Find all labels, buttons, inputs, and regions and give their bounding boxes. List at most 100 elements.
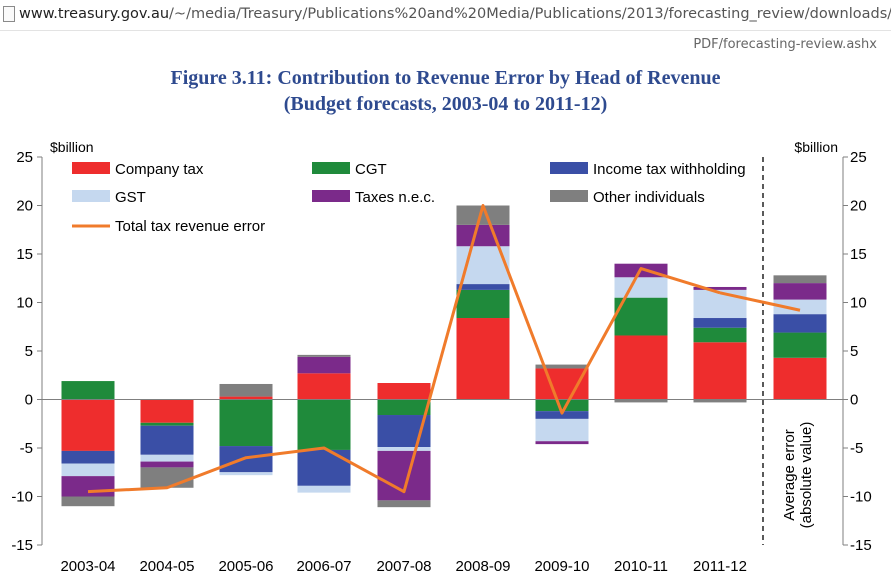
bar-2011-12-cgt	[693, 327, 747, 343]
figure-title: Figure 3.11: Contribution to Revenue Err…	[170, 67, 721, 89]
bar-2004-05-cgt	[140, 422, 194, 426]
x-tick-label: 2004-05	[139, 558, 194, 575]
legend-label: Company tax	[115, 161, 204, 178]
bar-2011-12-gst	[693, 289, 747, 319]
figure-subtitle: (Budget forecasts, 2003-04 to 2011-12)	[283, 93, 608, 115]
bar-2006-07-taxes-n-e-c	[297, 356, 351, 374]
x-tick-label: 2010-11	[614, 558, 668, 575]
legend-swatch	[72, 190, 110, 202]
bar-2009-10-income-tax-withholding	[535, 411, 589, 419]
average-error-label-line1: Average error	[781, 429, 798, 520]
bar-2008-09-taxes-n-e-c	[456, 224, 510, 247]
average-error-label-line2: (absolute value)	[798, 422, 815, 529]
legend-label: CGT	[355, 161, 387, 178]
y-tick-label-right: 5	[850, 343, 858, 360]
page-icon	[3, 6, 15, 22]
y-axis-label-left: $billion	[50, 139, 94, 155]
browser-address-bar[interactable]: www.treasury.gov.au/~/media/Treasury/Pub…	[0, 0, 891, 31]
bar-2004-05-company-tax	[140, 399, 194, 423]
bar-average-cgt	[773, 332, 827, 358]
average-error-label: Average error(absolute value)	[781, 422, 815, 529]
bar-2004-05-other-individuals	[140, 467, 194, 488]
y-tick-label-left: -15	[11, 537, 33, 554]
bar-2008-09-income-tax-withholding	[456, 284, 510, 290]
y-axis-label-right: $billion	[794, 139, 838, 155]
x-tick-label: 2007-08	[376, 558, 431, 575]
bar-average-gst	[773, 299, 827, 315]
y-tick-label-right: -10	[850, 489, 872, 506]
bar-2011-12-income-tax-withholding	[693, 318, 747, 328]
legend-swatch	[72, 162, 110, 174]
y-tick-label-left: -5	[20, 440, 33, 457]
bar-2003-04-company-tax	[61, 399, 115, 451]
average-total-line	[719, 291, 801, 312]
url-text[interactable]: www.treasury.gov.au/~/media/Treasury/Pub…	[19, 6, 891, 22]
bar-2008-09-other-individuals	[456, 205, 510, 225]
total-tax-revenue-error-line	[87, 204, 721, 494]
bar-2010-11-gst	[614, 277, 668, 298]
y-tick-label-right: 25	[850, 149, 867, 166]
bar-2007-08-other-individuals	[377, 500, 431, 508]
bar-average-other-individuals	[773, 275, 827, 284]
y-tick-label-left: 10	[16, 295, 33, 312]
legend-label: Total tax revenue error	[115, 218, 265, 235]
bar-2009-10-taxes-n-e-c	[535, 441, 589, 445]
legend-label: GST	[115, 189, 146, 206]
bar-2006-07-income-tax-withholding	[297, 449, 351, 486]
bar-2003-04-gst	[61, 463, 115, 477]
bar-2005-06-gst	[219, 472, 273, 476]
x-tick-label: 2009-10	[534, 558, 589, 575]
x-tick-label: 2006-07	[296, 558, 351, 575]
bar-2011-12-taxes-n-e-c	[693, 286, 747, 290]
bar-2009-10-company-tax	[535, 368, 589, 400]
bar-2009-10-cgt	[535, 399, 589, 412]
bar-average-taxes-n-e-c	[773, 283, 827, 300]
bar-2011-12-other-individuals	[693, 399, 747, 403]
bar-average-company-tax	[773, 357, 827, 400]
bar-2004-05-gst	[140, 454, 194, 462]
bar-2003-04-other-individuals	[61, 496, 115, 507]
bar-2004-05-income-tax-withholding	[140, 425, 194, 455]
bar-2007-08-company-tax	[377, 383, 431, 400]
x-tick-label: 2008-09	[455, 558, 510, 575]
x-tick-label: 2005-06	[218, 558, 273, 575]
url-domain: www.treasury.gov.au	[19, 6, 170, 22]
bar-2003-04-taxes-n-e-c	[61, 476, 115, 497]
legend-label: Other individuals	[593, 189, 705, 206]
bar-average-income-tax-withholding	[773, 314, 827, 333]
y-tick-label-right: 10	[850, 295, 867, 312]
bar-2003-04-cgt	[61, 381, 115, 400]
x-tick-label: 2011-12	[693, 558, 747, 575]
y-tick-label-right: -15	[850, 537, 872, 554]
legend-swatch	[550, 162, 588, 174]
bar-2006-07-gst	[297, 485, 351, 493]
legend-swatch	[312, 162, 350, 174]
legend-label: Income tax withholding	[593, 161, 746, 178]
y-tick-label-left: 0	[25, 392, 33, 409]
bar-2007-08-gst	[377, 447, 431, 451]
y-tick-label-left: 15	[16, 246, 33, 263]
y-tick-label-left: 20	[16, 198, 33, 215]
bar-2010-11-company-tax	[614, 335, 668, 400]
y-tick-label-left: 5	[25, 343, 33, 360]
bar-2004-05-taxes-n-e-c	[140, 461, 194, 468]
y-tick-label-left: -10	[11, 489, 33, 506]
bar-2009-10-other-individuals	[535, 364, 589, 369]
url-path: /~/media/Treasury/Publications%20and%20M…	[169, 6, 891, 22]
bar-2006-07-cgt	[297, 399, 351, 450]
bar-2005-06-other-individuals	[219, 383, 273, 397]
y-tick-label-right: 15	[850, 246, 867, 263]
bar-2009-10-gst	[535, 418, 589, 442]
y-tick-label-right: 0	[850, 392, 858, 409]
legend-label: Taxes n.e.c.	[355, 189, 435, 206]
y-tick-label-right: -5	[850, 440, 863, 457]
url-continued: PDF/forecasting-review.ashx	[693, 37, 877, 52]
bar-2008-09-cgt	[456, 289, 510, 319]
legend-swatch	[312, 190, 350, 202]
bar-2003-04-income-tax-withholding	[61, 450, 115, 464]
bar-2011-12-company-tax	[693, 342, 747, 400]
bar-2007-08-cgt	[377, 399, 431, 416]
bar-2005-06-company-tax	[219, 396, 273, 400]
bar-2008-09-company-tax	[456, 318, 510, 400]
